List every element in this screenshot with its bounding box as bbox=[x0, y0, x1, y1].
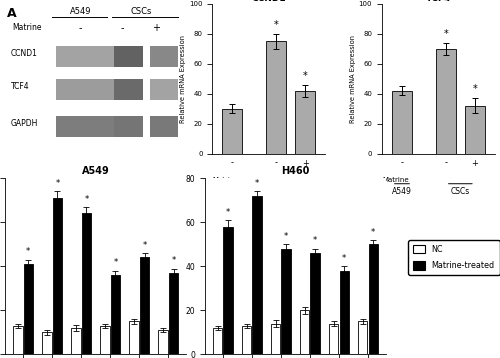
Bar bbox=[329, 324, 338, 354]
Text: CSCs: CSCs bbox=[281, 187, 300, 196]
Bar bbox=[42, 332, 51, 354]
Bar bbox=[158, 330, 168, 354]
Bar bbox=[114, 116, 142, 137]
Text: Matrine: Matrine bbox=[212, 177, 239, 183]
Legend: NC, Matrine-treated: NC, Matrine-treated bbox=[408, 240, 500, 275]
Text: *: * bbox=[84, 194, 88, 203]
Bar bbox=[150, 79, 178, 100]
Text: *: * bbox=[142, 241, 146, 250]
Text: CSCs: CSCs bbox=[130, 7, 152, 16]
Bar bbox=[213, 328, 222, 354]
Bar bbox=[224, 227, 232, 354]
Text: A549: A549 bbox=[222, 187, 242, 196]
Bar bbox=[271, 324, 280, 354]
Text: TCF4: TCF4 bbox=[10, 82, 29, 91]
Bar bbox=[169, 273, 178, 354]
Bar bbox=[368, 244, 378, 354]
Text: *: * bbox=[342, 254, 346, 263]
Text: *: * bbox=[284, 232, 288, 241]
Text: *: * bbox=[313, 236, 317, 245]
Bar bbox=[252, 196, 262, 354]
Y-axis label: Relative mRNA Expression: Relative mRNA Expression bbox=[180, 35, 186, 123]
Text: *: * bbox=[226, 208, 230, 217]
Text: B: B bbox=[150, 0, 160, 1]
Bar bbox=[150, 116, 178, 137]
Bar bbox=[392, 91, 412, 154]
Text: *: * bbox=[255, 179, 259, 188]
Bar bbox=[53, 198, 62, 354]
Bar bbox=[300, 310, 310, 354]
Title: TCF4: TCF4 bbox=[426, 0, 451, 3]
Text: *: * bbox=[114, 258, 117, 267]
Bar bbox=[310, 253, 320, 354]
Bar bbox=[242, 326, 251, 354]
Bar bbox=[24, 264, 33, 354]
Bar bbox=[340, 271, 349, 354]
Text: CCND1: CCND1 bbox=[10, 49, 38, 58]
Bar bbox=[100, 326, 110, 354]
Bar bbox=[114, 45, 142, 67]
Text: *: * bbox=[26, 247, 30, 256]
Bar bbox=[282, 249, 290, 354]
Text: *: * bbox=[274, 20, 278, 30]
Bar bbox=[436, 49, 456, 154]
Text: -: - bbox=[120, 23, 124, 33]
Text: A549: A549 bbox=[70, 7, 91, 16]
Text: A: A bbox=[7, 6, 16, 20]
Text: -: - bbox=[78, 23, 82, 33]
Bar bbox=[56, 45, 140, 67]
Bar bbox=[13, 326, 22, 354]
Bar bbox=[150, 45, 178, 67]
Bar bbox=[266, 41, 286, 154]
Bar bbox=[56, 116, 135, 137]
Bar bbox=[222, 109, 242, 154]
Text: CSCs: CSCs bbox=[450, 187, 470, 196]
Bar bbox=[114, 79, 142, 100]
Bar bbox=[296, 91, 316, 154]
Title: CCND1: CCND1 bbox=[252, 0, 286, 3]
Text: Matrine: Matrine bbox=[12, 23, 42, 32]
Bar bbox=[111, 275, 120, 354]
Bar bbox=[82, 213, 91, 354]
Text: *: * bbox=[172, 256, 175, 265]
Text: *: * bbox=[371, 228, 376, 237]
Text: *: * bbox=[303, 71, 308, 81]
Text: *: * bbox=[56, 179, 60, 188]
Title: A549: A549 bbox=[82, 166, 110, 176]
Text: A549: A549 bbox=[392, 187, 412, 196]
Text: *: * bbox=[444, 29, 448, 39]
Text: +: + bbox=[152, 23, 160, 33]
Bar bbox=[465, 106, 485, 154]
Bar bbox=[130, 321, 138, 354]
Title: H460: H460 bbox=[281, 166, 310, 176]
Text: Matrine: Matrine bbox=[382, 177, 408, 183]
Bar bbox=[358, 321, 368, 354]
Text: *: * bbox=[472, 84, 478, 95]
Y-axis label: Relative mRNA Expression: Relative mRNA Expression bbox=[350, 35, 356, 123]
Text: GAPDH: GAPDH bbox=[10, 119, 38, 128]
Bar bbox=[140, 257, 149, 354]
Bar bbox=[72, 328, 80, 354]
Bar bbox=[56, 79, 135, 100]
